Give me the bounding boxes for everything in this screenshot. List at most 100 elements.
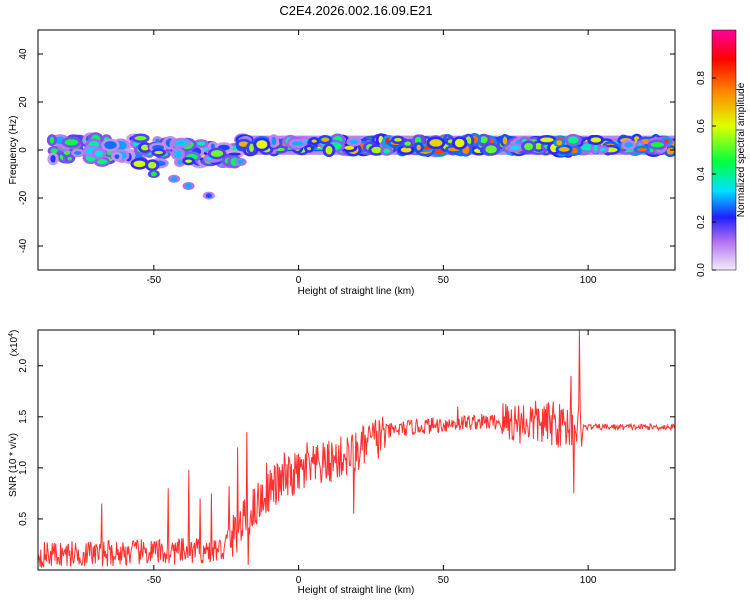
spectrogram-blob [154,150,163,155]
spectrogram-y-ticks: -40 -20 0 20 40 [18,48,675,253]
spectrogram-feature [150,171,157,177]
spectrogram-blob [502,136,508,145]
snr-y-ticks: 0.5 1.0 1.5 2.0 [18,358,675,526]
spectrogram-blob [567,136,579,144]
spectrogram-feature [237,159,244,165]
spectrogram-blob [238,141,249,147]
spectrogram-panel: -50 0 50 100 -40 -20 0 20 40 Height of straight… [8,29,676,297]
colorbar-label: Normalized spectral amplitude [736,82,747,217]
spectrogram-blob [650,142,665,148]
spectrogram-blob [666,147,675,155]
y-tick-label: -20 [18,190,29,205]
spectrogram-blob [454,138,465,148]
spectrogram-blob [383,148,391,154]
snr-frame [37,329,676,571]
spectrogram-blob [174,140,189,146]
spectrogram-blob [509,145,522,150]
spectrogram-blob [196,141,206,146]
snr-multiplier-exp: 4 [8,333,15,337]
spectrogram-blob [307,147,312,151]
spectrogram-x-ticks: -50 0 50 100 [147,30,597,286]
snr-multiplier-base: (x10 [9,336,20,356]
spectrogram-blob [344,145,355,150]
chart-title: C2E4.2026.002.16.09.E21 [279,3,432,18]
spectrogram-blob [400,147,412,153]
spectrogram-blob [276,147,285,152]
spectrogram-blob [173,150,182,158]
snr-multiplier-close: ) [9,330,20,333]
spectrogram-blob [524,142,534,151]
colorbar-tick-label: 0.2 [696,215,707,229]
spectrogram-blob [210,150,224,157]
spectrogram-x-label: Height of straight line (km) [298,286,415,297]
y-tick-label: 1.0 [18,460,29,474]
x-tick-label: 100 [580,575,597,586]
spectrogram-blob [228,152,241,156]
spectrogram-blob [249,143,254,153]
spectrogram-blob [50,155,56,163]
spectrogram-blob [148,161,157,169]
snr-y-label: SNR (10 * v/v) [8,433,19,497]
spectrogram-blob [256,140,268,149]
snr-panel: -50 0 50 100 0.5 1.0 1.5 2.0 Height of straigh… [8,329,676,596]
spectrogram-blob [394,137,402,142]
spectrogram-feature [556,140,563,146]
spectrogram-feature [185,183,192,189]
spectrogram-blob [311,139,317,143]
snr-x-ticks: -50 0 50 100 [147,330,597,586]
x-tick-label: 100 [580,275,597,286]
spectrogram-feature [205,193,212,199]
spectrogram-blob [96,158,108,165]
spectrogram-blob [416,144,421,151]
spectrogram-blob [141,144,150,151]
spectrogram-blob [479,136,488,144]
spectrogram-blob [590,137,602,143]
y-tick-label: 40 [18,48,29,60]
spectrogram-blob [404,141,412,146]
spectrogram-blob [177,159,183,165]
y-tick-label: 1.5 [18,409,29,423]
spectrogram-blob [558,147,570,152]
spectrogram-blob [371,146,382,154]
snr-x-label: Height of straight line (km) [298,585,415,596]
spectrogram-blob [134,136,147,141]
snr-series-line [38,330,675,569]
spectrogram-blob [291,141,304,146]
x-tick-label: 50 [438,275,450,286]
colorbar: 0.0 0.2 0.4 0.6 0.8 Normalized spectral ampl… [696,29,747,277]
x-tick-label: 50 [438,575,450,586]
spectrogram-blob [104,141,117,150]
colorbar-gradient [711,29,737,271]
spectrogram-blob [321,137,330,142]
spectrogram-blob [50,148,59,154]
spectrogram-blob [581,143,593,151]
y-tick-label: 0 [18,147,29,153]
spectrogram-blob [624,142,633,148]
y-tick-label: 0.5 [18,512,29,526]
spectrogram-blob [202,147,209,151]
y-tick-label: 20 [18,96,29,108]
spectrogram-blob [349,139,359,145]
spectrogram-blob [636,148,648,152]
snr-y-multiplier: (x104) [8,330,20,357]
colorbar-ticks: 0.0 0.2 0.4 0.6 0.8 [696,71,716,277]
colorbar-tick-label: 0.0 [696,263,707,277]
colorbar-tick-label: 0.8 [696,71,707,85]
spectrogram-blob [485,145,497,154]
spectrogram-blob [271,136,277,146]
spectrogram-blob [74,151,82,155]
x-tick-label: 0 [296,275,302,286]
y-tick-label: 2.0 [18,358,29,372]
spectrogram-blob [540,137,554,143]
x-tick-label: -50 [147,275,162,286]
svg-text:(x104): (x104) [8,330,20,357]
spectrogram-blob [210,143,215,149]
spectrogram-blob [447,139,453,144]
spectrogram-blob [67,156,72,161]
x-tick-label: 0 [296,575,302,586]
spectrogram-blob [155,138,160,143]
spectrogram-feature [171,176,178,182]
spectrogram-blob [49,136,55,144]
colorbar-tick-label: 0.4 [696,167,707,181]
